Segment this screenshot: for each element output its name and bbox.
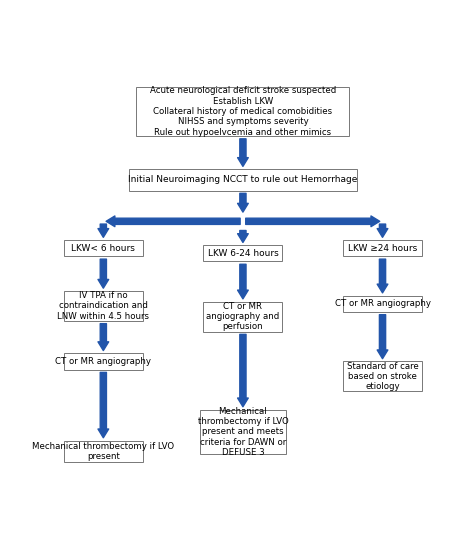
Text: LKW 6-24 hours: LKW 6-24 hours — [208, 249, 278, 258]
FancyBboxPatch shape — [203, 302, 283, 331]
Text: CT or MR angiography: CT or MR angiography — [335, 299, 430, 308]
Text: Initial Neuroimaging NCCT to rule out Hemorrhage: Initial Neuroimaging NCCT to rule out He… — [128, 175, 357, 184]
FancyBboxPatch shape — [200, 410, 286, 455]
FancyBboxPatch shape — [64, 240, 143, 256]
FancyBboxPatch shape — [343, 240, 422, 256]
FancyBboxPatch shape — [343, 296, 422, 312]
Text: Mechanical thrombectomy if LVO
present: Mechanical thrombectomy if LVO present — [32, 442, 174, 461]
Text: Mechanical
thrombectomy if LVO
present and meets
criteria for DAWN or
DEFUSE 3: Mechanical thrombectomy if LVO present a… — [198, 407, 288, 457]
Text: LKW ≥24 hours: LKW ≥24 hours — [348, 244, 417, 253]
FancyBboxPatch shape — [203, 245, 283, 261]
FancyBboxPatch shape — [129, 169, 357, 190]
FancyBboxPatch shape — [64, 354, 143, 370]
FancyBboxPatch shape — [137, 87, 349, 136]
Text: IV TPA if no
contraindication and
LNW within 4.5 hours: IV TPA if no contraindication and LNW wi… — [57, 291, 149, 321]
Text: CT or MR angiography: CT or MR angiography — [55, 357, 151, 366]
FancyBboxPatch shape — [64, 441, 143, 462]
Text: CT or MR
angiography and
perfusion: CT or MR angiography and perfusion — [206, 302, 280, 331]
Text: Acute neurological deficit stroke suspected
Establish LKW
Collateral history of : Acute neurological deficit stroke suspec… — [150, 86, 336, 137]
FancyBboxPatch shape — [343, 361, 422, 391]
FancyBboxPatch shape — [64, 291, 143, 321]
Text: Standard of care
based on stroke
etiology: Standard of care based on stroke etiolog… — [346, 361, 419, 391]
Text: LKW< 6 hours: LKW< 6 hours — [72, 244, 135, 253]
